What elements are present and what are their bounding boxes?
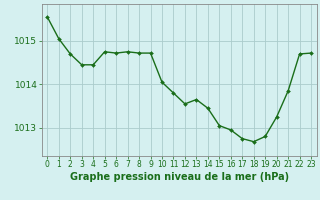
X-axis label: Graphe pression niveau de la mer (hPa): Graphe pression niveau de la mer (hPa) bbox=[70, 172, 289, 182]
